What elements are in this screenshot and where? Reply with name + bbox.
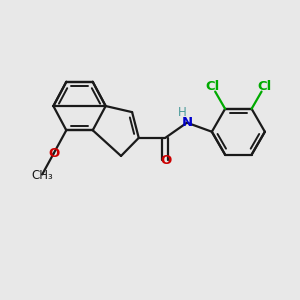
Text: N: N — [182, 116, 193, 129]
Text: O: O — [160, 154, 172, 167]
Text: Cl: Cl — [257, 80, 272, 93]
Text: O: O — [48, 147, 59, 160]
Text: Cl: Cl — [205, 80, 219, 93]
Text: H: H — [178, 106, 186, 119]
Text: CH₃: CH₃ — [31, 169, 53, 182]
